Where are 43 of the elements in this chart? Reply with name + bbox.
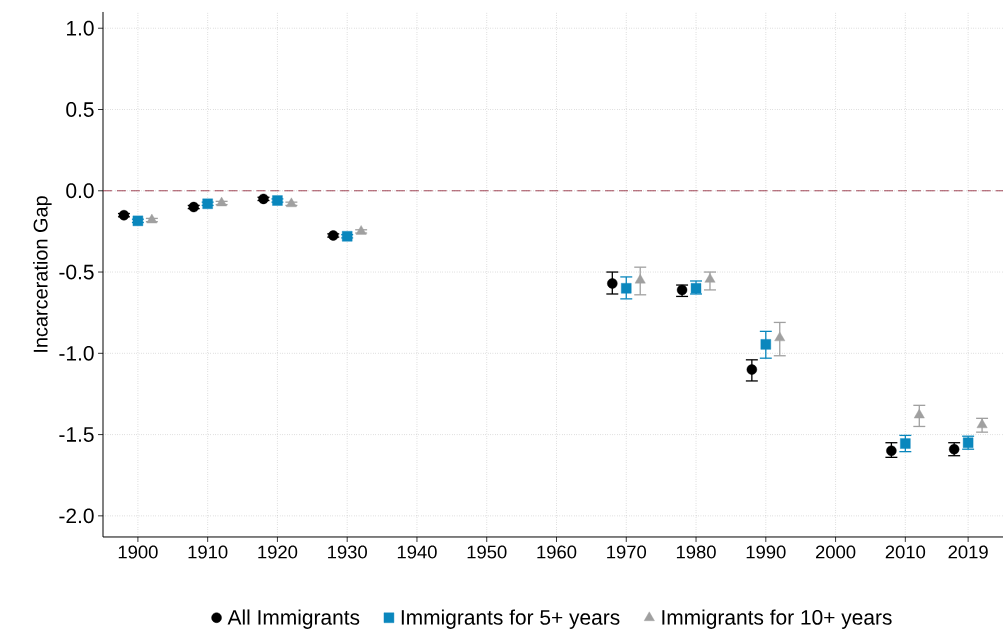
x-tick-label: 1900 bbox=[118, 545, 158, 559]
x-tick-label: 1990 bbox=[746, 545, 786, 559]
x-tick-label: 1920 bbox=[258, 545, 298, 559]
point bbox=[774, 331, 786, 342]
point bbox=[286, 197, 297, 207]
y-tick-label: 0.5 bbox=[66, 102, 94, 117]
y-tick-label: 1.0 bbox=[67, 20, 94, 36]
x-tick-label: 2000 bbox=[815, 545, 856, 559]
point bbox=[913, 408, 925, 419]
x-tick-label: 1940 bbox=[397, 545, 437, 559]
y-tick-label: -0.5 bbox=[59, 264, 94, 280]
point bbox=[202, 198, 213, 209]
y-tick-label: 0.0 bbox=[66, 183, 94, 199]
x-tick-label: 2019 bbox=[948, 545, 988, 559]
legend-label: Immigrants for 5+ years bbox=[401, 609, 620, 629]
y-axis-title: Incarceration Gap bbox=[33, 196, 52, 352]
point bbox=[146, 213, 158, 224]
point bbox=[355, 225, 367, 235]
point bbox=[976, 418, 988, 429]
point bbox=[760, 339, 771, 350]
y-tick-label: -1.5 bbox=[59, 427, 94, 442]
point bbox=[607, 278, 618, 289]
x-tick-label: 1930 bbox=[328, 545, 367, 559]
x-tick-label: 1950 bbox=[467, 545, 507, 559]
x-tick-label: 1980 bbox=[676, 545, 716, 559]
point bbox=[258, 193, 269, 205]
point bbox=[634, 273, 646, 284]
x-tick-label: 1960 bbox=[537, 545, 577, 559]
point bbox=[118, 209, 130, 221]
legend-label: Immigrants for 10+ years bbox=[662, 609, 892, 629]
legend-label: All Immigrants bbox=[227, 609, 360, 629]
x-tick-label: 2010 bbox=[885, 545, 926, 559]
point bbox=[746, 364, 758, 375]
point bbox=[132, 215, 144, 227]
x-tick-label: 1970 bbox=[607, 545, 647, 559]
point bbox=[342, 231, 353, 242]
y-tick-label: -2.0 bbox=[59, 508, 94, 524]
x-tick-label: 1910 bbox=[188, 545, 228, 559]
point bbox=[621, 283, 632, 294]
y-tick-label: -1.0 bbox=[59, 345, 94, 361]
point bbox=[328, 230, 339, 241]
point bbox=[900, 438, 911, 449]
point bbox=[216, 196, 227, 207]
